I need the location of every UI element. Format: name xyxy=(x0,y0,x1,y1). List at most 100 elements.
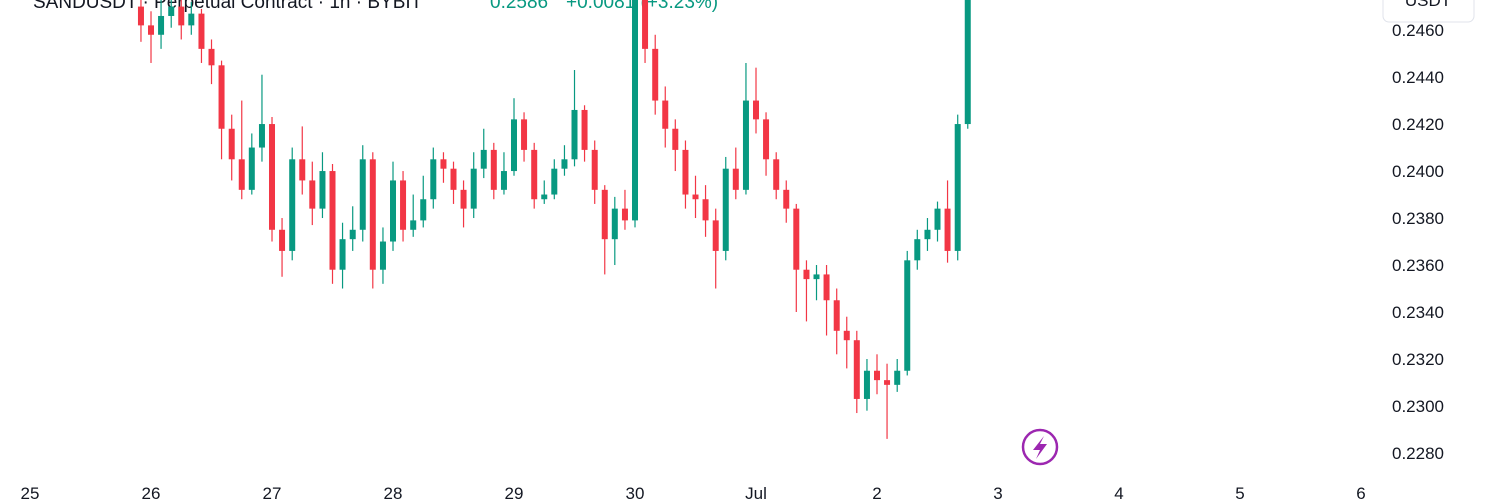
x-tick-label: Jul xyxy=(745,484,767,499)
candle-body xyxy=(672,128,679,150)
candle-body xyxy=(148,25,155,35)
x-tick-label: 28 xyxy=(384,484,403,499)
candle-body xyxy=(632,0,639,221)
candle-body xyxy=(621,208,628,221)
x-tick-label: 6 xyxy=(1356,484,1365,499)
candle-body xyxy=(480,149,487,169)
candle-body xyxy=(279,229,286,251)
candle-body xyxy=(793,208,800,270)
x-tick-label: 2 xyxy=(872,484,881,499)
x-tick-label: 29 xyxy=(505,484,524,499)
candle-body xyxy=(289,159,296,251)
candle-body xyxy=(823,274,830,301)
y-tick-label: 0.2300 xyxy=(1392,397,1444,416)
y-tick-label: 0.2380 xyxy=(1392,209,1444,228)
candle-body xyxy=(561,159,568,169)
currency-label[interactable]: USDT xyxy=(1405,0,1451,10)
candle-body xyxy=(884,380,891,385)
candle-body xyxy=(934,208,941,230)
candle-body xyxy=(500,171,507,190)
y-tick-label: 0.2360 xyxy=(1392,256,1444,275)
replay-circle[interactable] xyxy=(1021,428,1059,466)
y-tick-label: 0.2420 xyxy=(1392,115,1444,134)
candle-body xyxy=(238,159,245,190)
candle-body xyxy=(137,6,144,26)
candle-body xyxy=(773,159,780,190)
candle-body xyxy=(359,159,366,230)
candle-body xyxy=(964,0,971,125)
y-tick-label: 0.2400 xyxy=(1392,162,1444,181)
y-tick-label: 0.2320 xyxy=(1392,350,1444,369)
candle-body xyxy=(511,119,518,172)
currency-button-frame[interactable] xyxy=(1382,0,1475,23)
candle-body xyxy=(349,229,356,240)
candle-body xyxy=(430,159,437,200)
candle-body xyxy=(853,340,860,399)
candle-body xyxy=(309,180,316,209)
candle-body xyxy=(783,189,790,209)
y-tick-label: 0.2340 xyxy=(1392,303,1444,322)
candle-body xyxy=(490,149,497,190)
candle-body xyxy=(924,229,931,240)
x-tick-label: 27 xyxy=(263,484,282,499)
candle-body xyxy=(369,159,376,270)
x-tick-label: 30 xyxy=(626,484,645,499)
candle-body xyxy=(541,194,548,200)
candle-body xyxy=(329,171,336,270)
candle-body xyxy=(702,199,709,221)
candle-body xyxy=(712,220,719,251)
candle-body xyxy=(319,171,326,209)
x-tick-label: 3 xyxy=(993,484,1002,499)
x-tick-label: 25 xyxy=(21,484,40,499)
candle-body xyxy=(581,109,588,150)
candle-body xyxy=(722,168,729,251)
candle-body xyxy=(914,239,921,261)
candle-body xyxy=(732,168,739,190)
candle-body xyxy=(269,124,276,230)
candle-body xyxy=(258,124,265,148)
candle-body xyxy=(813,274,820,280)
candle-body xyxy=(400,180,407,230)
candle-body xyxy=(742,100,749,190)
currency-button[interactable]: USDT xyxy=(1382,0,1475,23)
candle-body xyxy=(208,48,215,66)
candle-body xyxy=(470,168,477,209)
candle-body xyxy=(571,109,578,160)
candle-body xyxy=(591,149,598,190)
y-tick-label: 0.2460 xyxy=(1392,21,1444,40)
candle-body xyxy=(551,168,558,195)
x-tick-label: 5 xyxy=(1235,484,1244,499)
candle-body xyxy=(682,149,689,195)
candle-body xyxy=(248,147,255,190)
candle-body xyxy=(904,260,911,371)
candle-body xyxy=(188,13,195,26)
candle-body xyxy=(833,300,840,331)
candle-body xyxy=(178,6,185,26)
candle-body xyxy=(198,13,205,49)
x-tick-label: 26 xyxy=(142,484,161,499)
candle-body xyxy=(440,159,447,169)
x-tick-label: 4 xyxy=(1114,484,1123,499)
candle-body xyxy=(874,370,881,381)
y-tick-label: 0.2280 xyxy=(1392,444,1444,463)
candle-body xyxy=(944,208,951,251)
candle-body xyxy=(228,128,235,160)
candle-body xyxy=(692,194,699,200)
candle-body xyxy=(218,65,225,129)
candle-body xyxy=(420,199,427,221)
candle-body xyxy=(379,241,386,270)
candle-body xyxy=(843,330,850,341)
candle-body xyxy=(390,180,397,242)
candle-body xyxy=(611,208,618,240)
candle-body xyxy=(460,189,467,209)
candle-body xyxy=(410,220,417,230)
lightning[interactable] xyxy=(1033,436,1047,459)
chart-title: SANDUSDT · Perpetual Contract · 1h · BYB… xyxy=(33,0,423,13)
candle-body xyxy=(450,168,457,190)
replay-icon[interactable] xyxy=(1021,428,1059,466)
candle-body xyxy=(299,159,306,181)
candle-body xyxy=(158,15,165,35)
candle-body xyxy=(863,370,870,399)
